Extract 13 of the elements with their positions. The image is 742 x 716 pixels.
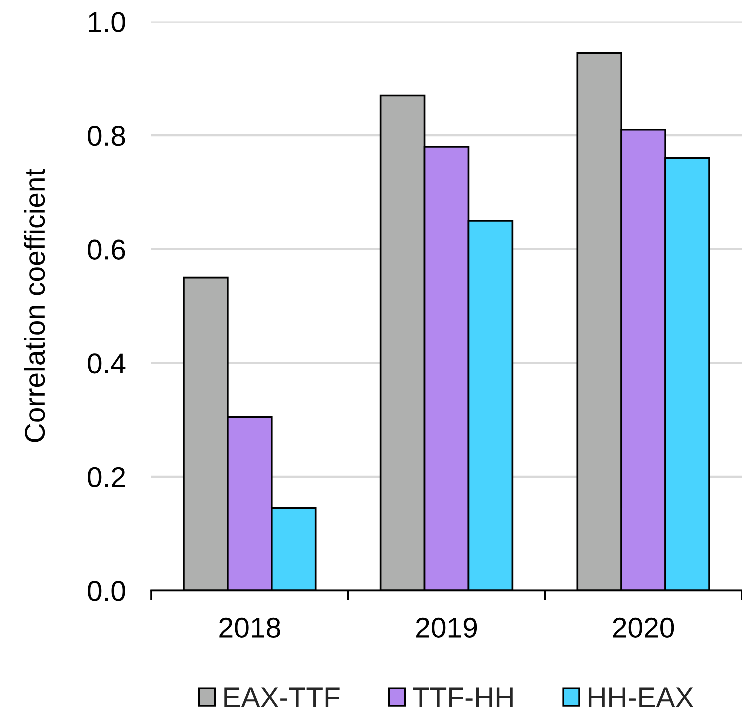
- y-axis-title: Correlation coefficient: [24, 169, 46, 442]
- y-tick-label: 1.0: [89, 12, 126, 32]
- y-tick-label: 0.6: [88, 240, 126, 260]
- legend-label: TTF-HH: [413, 688, 513, 708]
- y-tick-label: 0.0: [88, 581, 126, 602]
- y-tick-label: 0.8: [88, 126, 126, 146]
- x-tick-label: 2018: [220, 618, 280, 638]
- legend-label: EAX-TTF: [224, 688, 340, 708]
- legend-label: HH-EAX: [588, 688, 694, 708]
- x-tick-label: 2019: [416, 618, 478, 638]
- x-tick-label: 2020: [613, 618, 674, 638]
- y-tick-label: 0.4: [88, 354, 126, 374]
- y-tick-label: 0.2: [88, 467, 126, 488]
